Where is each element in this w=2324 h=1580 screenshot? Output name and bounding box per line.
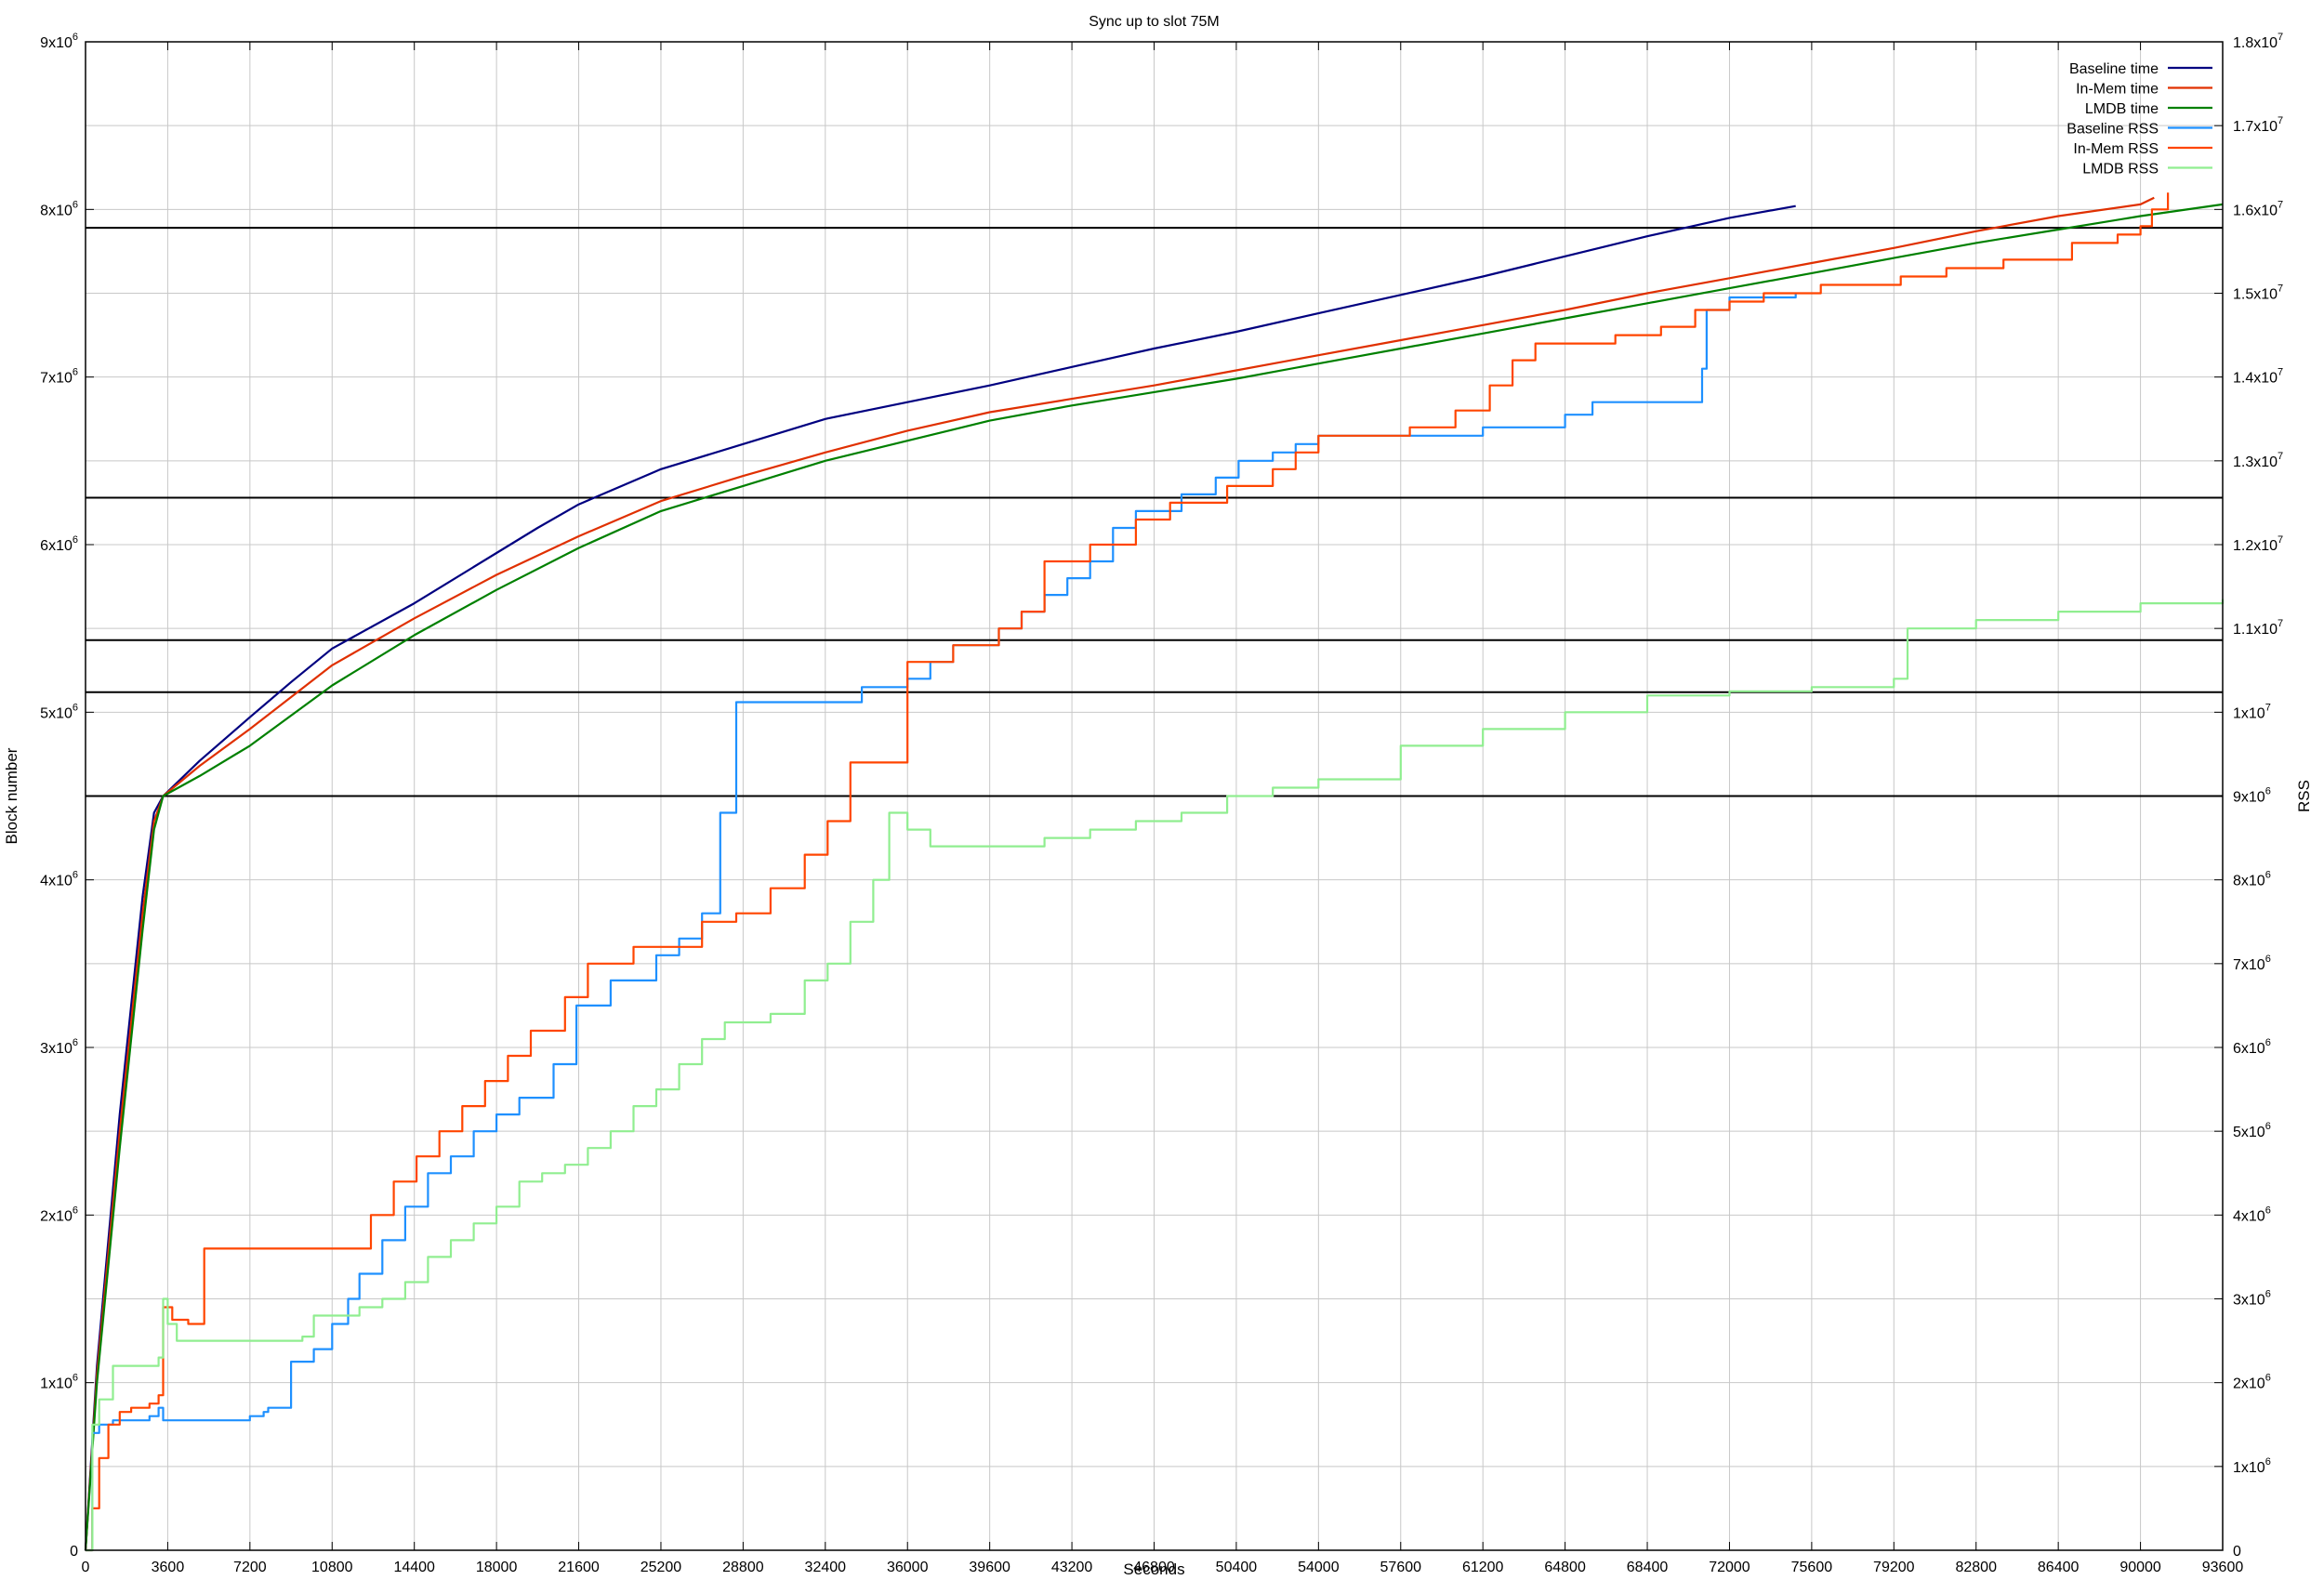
x-tick-label: 0 [82, 1560, 90, 1575]
legend-label: LMDB RSS [2082, 162, 2159, 178]
x-tick-label: 57600 [1380, 1560, 1422, 1575]
series-line-in-mem-rss [86, 192, 2170, 1552]
x-axis-title: Seconds [1123, 1560, 1184, 1578]
chart-title: Sync up to slot 75M [1089, 14, 1220, 30]
y2-tick-label: 1.4x107 [2233, 367, 2283, 387]
x-tick-label: 82800 [1955, 1560, 1997, 1575]
reference-lines [86, 227, 2223, 797]
x-tick-label: 79200 [1873, 1560, 1915, 1575]
y-axis-title: Block number [3, 747, 20, 844]
y-tick-label: 7x106 [40, 367, 78, 387]
x-tick-label: 10800 [311, 1560, 353, 1575]
y2-tick-labels: 0 1x106 2x106 3x106 4x106 5x106 6x106 7x106 8x10… [2233, 32, 2283, 1560]
legend: Baseline time In-Mem time LMDB time Baselin… [2067, 61, 2212, 178]
y-tick-label: 1x106 [40, 1373, 78, 1392]
x-tick-label: 54000 [1298, 1560, 1340, 1575]
x-tick-label: 25200 [640, 1560, 682, 1575]
y-tick-label: 9x106 [40, 32, 78, 51]
y-tick-label: 4x106 [40, 870, 78, 889]
y2-tick-label: 2x106 [2233, 1373, 2271, 1392]
x-tick-label: 32400 [805, 1560, 847, 1575]
x-tick-label: 21600 [558, 1560, 600, 1575]
y2-tick-label: 9x106 [2233, 786, 2271, 806]
x-tick-labels: 0 3600 7200 10800 14400 18000 21600 25200 28800 3… [82, 1560, 2244, 1575]
series-line-lmdb-rss [86, 599, 2225, 1552]
y2-tick-label: 3x106 [2233, 1289, 2271, 1309]
x-tick-label: 72000 [1709, 1560, 1750, 1575]
x-tick-label: 14400 [393, 1560, 435, 1575]
axis-ticks [85, 41, 2224, 1551]
y2-tick-label: 1.5x107 [2233, 283, 2283, 303]
y2-tick-label: 4x106 [2233, 1205, 2271, 1224]
y2-tick-label: 1.7x107 [2233, 115, 2283, 135]
x-tick-label: 90000 [2119, 1560, 2161, 1575]
x-tick-label: 75600 [1791, 1560, 1833, 1575]
y2-tick-label: 1x106 [2233, 1456, 2271, 1476]
y2-tick-label: 1x107 [2233, 702, 2271, 721]
y2-tick-label: 1.8x107 [2233, 32, 2283, 51]
y2-tick-label: 6x106 [2233, 1037, 2271, 1057]
legend-label: In-Mem RSS [2073, 141, 2159, 157]
y2-tick-label: 7x106 [2233, 954, 2271, 973]
legend-label: LMDB time [2085, 101, 2159, 117]
x-tick-label: 36000 [887, 1560, 929, 1575]
y2-tick-label: 5x106 [2233, 1121, 2271, 1140]
y-tick-label: 3x106 [40, 1037, 78, 1057]
legend-label: Baseline time [2069, 61, 2159, 77]
series-line-in-mem-time [84, 196, 2155, 1551]
y-tick-label: 8x106 [40, 199, 78, 218]
y2-tick-label: 8x106 [2233, 870, 2271, 889]
x-tick-label: 46800 [1133, 1560, 1175, 1575]
x-tick-label: 39600 [969, 1560, 1010, 1575]
x-tick-label: 68400 [1627, 1560, 1669, 1575]
x-tick-label: 43200 [1051, 1560, 1093, 1575]
legend-label: In-Mem time [2076, 82, 2159, 98]
y-tick-label: 0 [70, 1544, 78, 1560]
y2-tick-label: 1.6x107 [2233, 199, 2283, 218]
x-tick-label: 64800 [1544, 1560, 1586, 1575]
series-line-lmdb-time [84, 203, 2224, 1551]
series-lines [84, 192, 2225, 1552]
x-tick-label: 93600 [2202, 1560, 2244, 1575]
y2-axis-title: RSS [2295, 780, 2313, 812]
x-tick-label: 18000 [476, 1560, 518, 1575]
x-tick-label: 28800 [722, 1560, 764, 1575]
y-tick-label: 2x106 [40, 1205, 78, 1224]
y-tick-labels: 0 1x106 2x106 3x106 4x106 5x106 6x106 7x106 8x10… [40, 32, 78, 1560]
x-tick-label: 3600 [152, 1560, 185, 1575]
x-tick-label: 50400 [1216, 1560, 1258, 1575]
y-tick-label: 5x106 [40, 702, 78, 721]
legend-label: Baseline RSS [2067, 122, 2159, 138]
x-tick-label: 61200 [1462, 1560, 1504, 1575]
x-tick-label: 7200 [233, 1560, 267, 1575]
y-tick-label: 6x106 [40, 534, 78, 554]
y2-tick-label: 1.1x107 [2233, 618, 2283, 638]
x-tick-label: 86400 [2038, 1560, 2080, 1575]
y2-tick-label: 0 [2233, 1544, 2241, 1560]
y2-tick-label: 1.3x107 [2233, 451, 2283, 470]
y2-tick-label: 1.2x107 [2233, 534, 2283, 554]
